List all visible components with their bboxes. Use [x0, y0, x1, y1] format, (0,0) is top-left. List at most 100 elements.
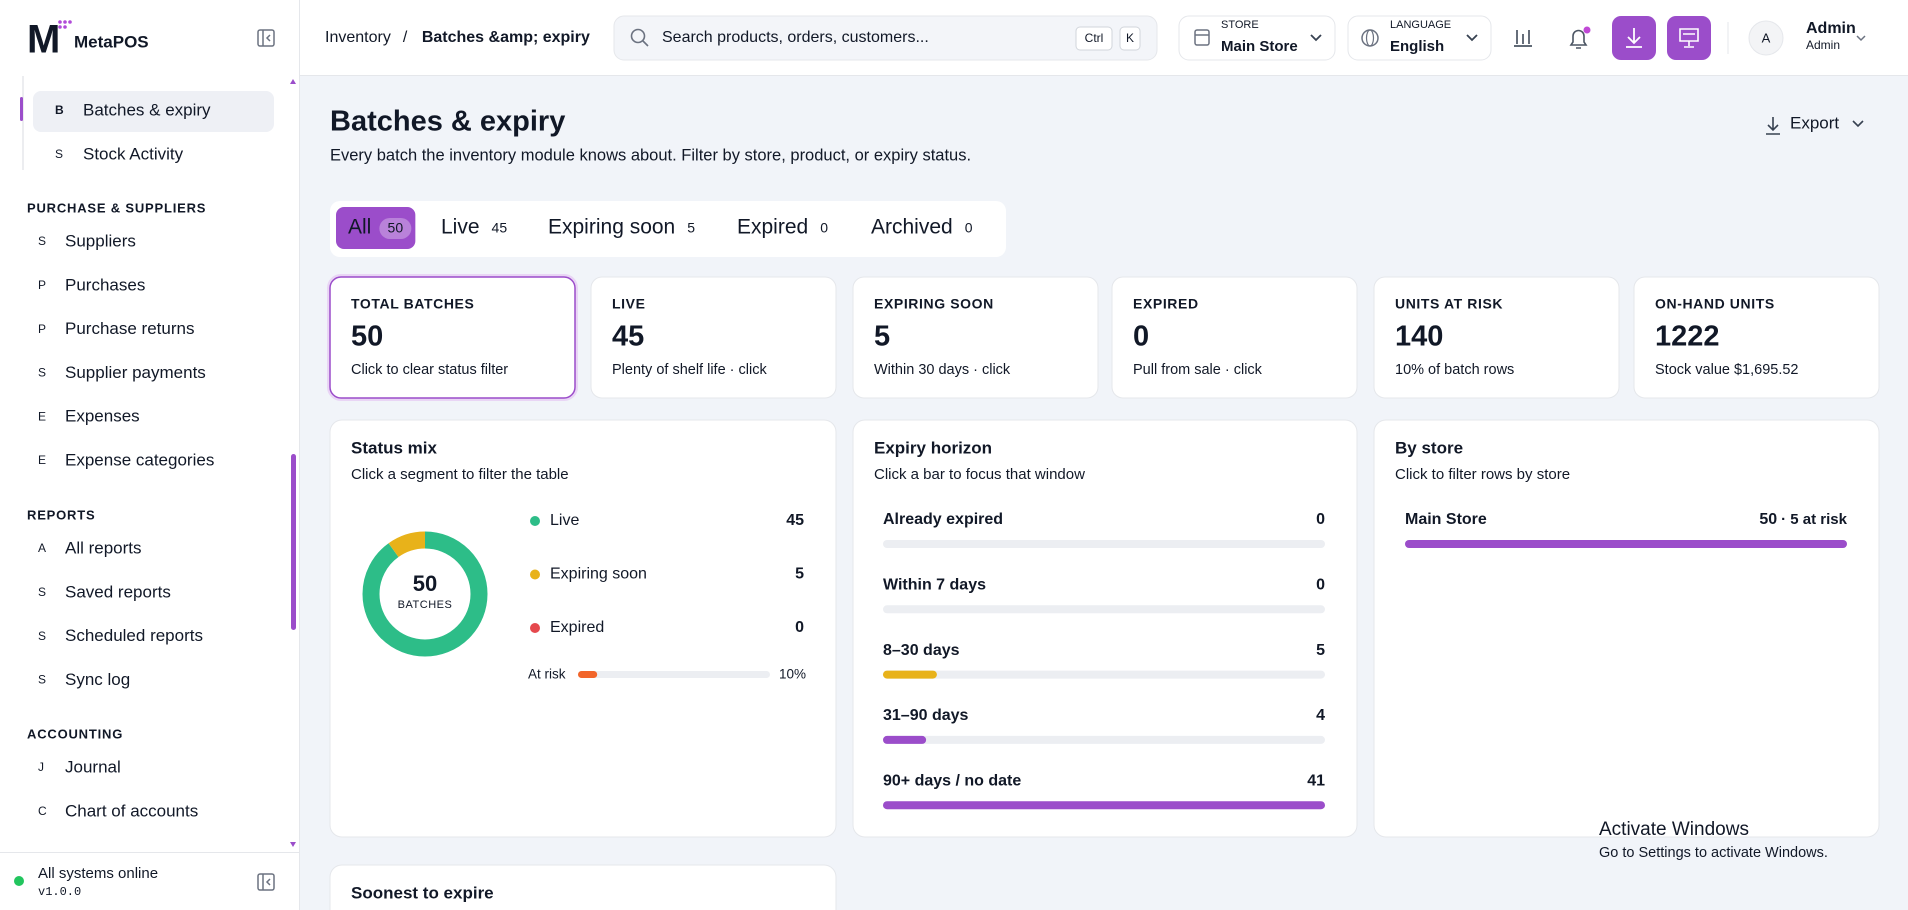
nav-icon: S — [38, 629, 46, 643]
tab-count-pill — [379, 218, 412, 239]
donut-segment[interactable] — [362, 531, 488, 657]
export-button[interactable]: Export — [1790, 113, 1839, 132]
brand: MetaPOS — [74, 32, 149, 51]
language-select[interactable] — [1347, 15, 1492, 61]
tab[interactable]: Archived 0 — [871, 216, 973, 239]
nav-item[interactable]: Expense categories — [65, 450, 214, 469]
nav-icon: E — [38, 453, 46, 467]
kpi-card-bg — [852, 276, 1099, 399]
collapse-icon[interactable] — [257, 29, 275, 47]
nav-item[interactable]: Journal — [65, 757, 121, 776]
logo-dot — [58, 20, 62, 24]
kpi-note: Plenty of shelf life · click — [612, 362, 767, 378]
kpi-note: 10% of batch rows — [1395, 362, 1514, 378]
at-risk-label: At risk — [528, 667, 566, 682]
nav-item[interactable]: Purchases — [65, 275, 145, 294]
nav-item[interactable]: Supplier payments — [65, 363, 206, 382]
horizon-value: 5 — [1316, 642, 1325, 659]
legend-label[interactable]: Expiring soon — [550, 566, 647, 583]
breadcrumb-current: Batches &amp; expiry — [422, 29, 590, 46]
store-note: · 5 at risk — [1781, 511, 1848, 528]
nav-item[interactable]: Batches & expiry — [83, 100, 211, 119]
kpi-note: Within 30 days · click — [874, 362, 1011, 378]
horizon-row[interactable]: Already expired 0 — [883, 511, 1325, 548]
collapse-icon[interactable] — [257, 873, 275, 891]
panel-subtitle: Click to filter rows by store — [1395, 466, 1570, 483]
legend-dot — [530, 516, 540, 526]
legend-value: 5 — [795, 566, 804, 583]
legend-dot — [530, 623, 540, 633]
tab[interactable]: All 50 — [336, 207, 416, 249]
panel — [329, 419, 837, 838]
panel-title: By store — [1395, 438, 1463, 457]
tab-count: 5 — [687, 220, 695, 236]
nav-item[interactable]: Chart of accounts — [65, 801, 198, 820]
store-select[interactable] — [1178, 15, 1336, 61]
bell-icon[interactable] — [1569, 29, 1588, 49]
icon-arrow — [265, 878, 271, 886]
horizon-label: 31–90 days — [883, 707, 969, 724]
kpi-label: LIVE — [612, 296, 646, 312]
horizon-row[interactable]: 31–90 days 4 — [883, 707, 1325, 744]
kpi-card[interactable]: EXPIRED 0 Pull from sale · click — [1111, 276, 1358, 399]
horizon-label: 90+ days / no date — [883, 772, 1021, 789]
kpi-note: Stock value $1,695.52 — [1655, 362, 1799, 378]
language-label: LANGUAGE — [1390, 19, 1451, 31]
icon-frame — [257, 29, 275, 47]
tab[interactable]: Expiring soon 5 — [548, 216, 695, 239]
kpi-label: ON-HAND UNITS — [1655, 296, 1775, 312]
at-risk-bar — [578, 671, 598, 678]
horizon-track — [883, 670, 1325, 679]
scroll-up — [290, 79, 296, 84]
kpi-card[interactable]: ON-HAND UNITS 1222 Stock value $1,695.52 — [1633, 276, 1880, 399]
kpi-label: TOTAL BATCHES — [351, 296, 474, 312]
tab[interactable]: Expired 0 — [737, 216, 828, 239]
kpi-card[interactable]: EXPIRING SOON 5 Within 30 days · click — [852, 276, 1099, 399]
reports-icon[interactable] — [1514, 30, 1532, 47]
search-placeholder: Search products, orders, customers... — [662, 29, 929, 46]
sidebar — [0, 0, 299, 910]
panel — [1373, 419, 1880, 838]
horizon-row[interactable]: 8–30 days 5 — [883, 642, 1325, 679]
logo-dot — [63, 20, 67, 24]
kpi-card[interactable]: LIVE 45 Plenty of shelf life · click — [590, 276, 837, 399]
export-icon — [1766, 117, 1780, 135]
nav-item[interactable]: Purchase returns — [65, 319, 194, 338]
nav-icon: S — [38, 673, 46, 687]
nav-active-bg[interactable] — [33, 91, 274, 132]
avatar-initial: A — [1762, 30, 1771, 45]
watermark-text: Go to Settings to activate Windows. — [1599, 845, 1828, 861]
breadcrumb-item[interactable]: Inventory — [325, 29, 391, 46]
avatar[interactable] — [1748, 20, 1784, 56]
nav-item[interactable]: Stock Activity — [83, 144, 184, 163]
horizon-track — [883, 735, 1325, 744]
nav-item[interactable]: Expenses — [65, 407, 140, 426]
scrollbar-thumb[interactable] — [291, 454, 296, 630]
horizon-row[interactable]: 90+ days / no date 41 — [883, 772, 1325, 810]
panel-title: Expiry horizon — [874, 438, 992, 457]
kpi-value: 1222 — [1655, 321, 1720, 353]
tab[interactable]: Live 45 — [441, 216, 507, 239]
legend-label[interactable]: Live — [550, 512, 579, 529]
nav-item[interactable]: Saved reports — [65, 582, 171, 601]
nav-icon: J — [38, 760, 44, 774]
kpi-card-bg — [1111, 276, 1358, 399]
horizon-row[interactable]: Within 7 days 0 — [883, 577, 1325, 614]
legend-label[interactable]: Expired — [550, 619, 604, 636]
nav-item[interactable]: Scheduled reports — [65, 626, 203, 645]
nav-active-indicator — [20, 97, 23, 121]
kpi-label: EXPIRED — [1133, 296, 1199, 312]
search-box[interactable] — [613, 15, 1158, 61]
kpi-card[interactable]: UNITS AT RISK 140 10% of batch rows — [1373, 276, 1620, 399]
main: Batches & expiry Every batch the inventor… — [327, 106, 1880, 910]
nav-item[interactable]: All reports — [65, 538, 142, 557]
pos-button[interactable] — [1667, 16, 1711, 60]
logo[interactable]: M MetaPOS — [27, 18, 149, 62]
horizon-bar — [883, 801, 1325, 810]
nav-item[interactable]: Suppliers — [65, 231, 136, 250]
kpi-value: 45 — [612, 321, 644, 353]
nav-item[interactable]: Sync log — [65, 670, 130, 689]
kpi-card[interactable]: TOTAL BATCHES 50 Click to clear status fil… — [327, 274, 578, 401]
